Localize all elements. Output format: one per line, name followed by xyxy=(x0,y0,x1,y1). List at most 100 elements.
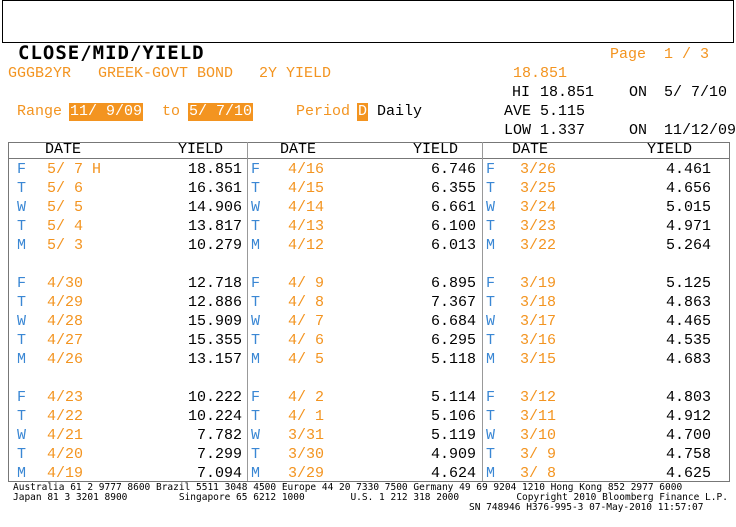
weekday: F xyxy=(486,161,496,178)
range-to: to xyxy=(162,103,181,120)
weekday: F xyxy=(251,275,261,292)
date: 3/19 xyxy=(520,275,557,292)
yield: 13.817 xyxy=(187,218,242,235)
date: 4/14 xyxy=(288,199,325,216)
low-on: ON xyxy=(629,122,648,139)
date: 3/30 xyxy=(288,446,325,463)
date: 4/13 xyxy=(288,218,325,235)
yield: 6.013 xyxy=(430,237,476,254)
weekday: F xyxy=(251,161,261,178)
page-indicator[interactable]: Page 1 / 3 xyxy=(610,46,710,63)
yield: 4.758 xyxy=(665,446,711,463)
last-value: 18.851 xyxy=(513,65,568,82)
weekday: T xyxy=(486,332,496,349)
weekday: F xyxy=(17,161,27,178)
column-divider xyxy=(247,142,248,481)
weekday: T xyxy=(251,294,261,311)
date: 4/30 xyxy=(47,275,84,292)
weekday: M xyxy=(251,465,261,482)
weekday: W xyxy=(486,427,496,444)
date: 4/19 xyxy=(47,465,84,482)
yield: 4.700 xyxy=(665,427,711,444)
ticker: GGGB2YR xyxy=(8,65,72,82)
period-label: Period xyxy=(296,103,351,120)
yield: 6.684 xyxy=(430,313,476,330)
yield: 6.100 xyxy=(430,218,476,235)
yield: 4.909 xyxy=(430,446,476,463)
date: 3/10 xyxy=(520,427,557,444)
range-end[interactable]: 5/ 7/10 xyxy=(188,103,254,121)
footer-line: Australia 61 2 9777 8600 Brazil 5511 304… xyxy=(13,482,683,493)
ave-label: AVE xyxy=(504,103,532,120)
weekday: F xyxy=(17,275,27,292)
range-label: Range xyxy=(17,103,63,120)
yield: 10.279 xyxy=(187,237,242,254)
date: 4/ 7 xyxy=(288,313,325,330)
yield: 4.461 xyxy=(665,161,711,178)
yield: 5.119 xyxy=(430,427,476,444)
weekday: W xyxy=(251,427,261,444)
date: 4/28 xyxy=(47,313,84,330)
yield: 4.465 xyxy=(665,313,711,330)
weekday: W xyxy=(17,199,27,216)
table-frame xyxy=(8,142,730,482)
weekday: F xyxy=(486,389,496,406)
yield: 4.971 xyxy=(665,218,711,235)
weekday: W xyxy=(486,313,496,330)
date: 4/21 xyxy=(47,427,84,444)
weekday: M xyxy=(486,465,496,482)
date: 4/23 xyxy=(47,389,84,406)
yield: 4.535 xyxy=(665,332,711,349)
date: 4/12 xyxy=(288,237,325,254)
weekday: M xyxy=(486,351,496,368)
yield: 16.361 xyxy=(187,180,242,197)
date: 3/17 xyxy=(520,313,557,330)
yield: 10.222 xyxy=(187,389,242,406)
weekday: W xyxy=(251,199,261,216)
date: 3/11 xyxy=(520,408,557,425)
weekday: M xyxy=(251,237,261,254)
yield: 6.295 xyxy=(430,332,476,349)
column-divider xyxy=(482,142,483,481)
yield: 7.782 xyxy=(196,427,242,444)
date: 3/12 xyxy=(520,389,557,406)
date: 5/ 3 xyxy=(47,237,84,254)
yield: 5.118 xyxy=(430,351,476,368)
range-start[interactable]: 11/ 9/09 xyxy=(69,103,144,121)
period-code[interactable]: D xyxy=(357,103,369,121)
low-value: 1.337 xyxy=(540,122,586,139)
weekday: T xyxy=(17,408,27,425)
yield: 13.157 xyxy=(187,351,242,368)
yield: 5.264 xyxy=(665,237,711,254)
screen-title: CLOSE/MID/YIELD xyxy=(18,42,205,64)
header-rule xyxy=(8,158,729,159)
yield: 4.625 xyxy=(665,465,711,482)
yield: 4.912 xyxy=(665,408,711,425)
weekday: T xyxy=(17,446,27,463)
weekday: T xyxy=(486,446,496,463)
weekday: M xyxy=(17,351,27,368)
date: 3/25 xyxy=(520,180,557,197)
date: 4/ 8 xyxy=(288,294,325,311)
yield-header: YIELD xyxy=(413,141,459,158)
date: 4/ 9 xyxy=(288,275,325,292)
weekday: F xyxy=(17,389,27,406)
date: 5/ 5 xyxy=(47,199,84,216)
date: 3/15 xyxy=(520,351,557,368)
weekday: M xyxy=(17,237,27,254)
yield: 12.718 xyxy=(187,275,242,292)
date: 3/23 xyxy=(520,218,557,235)
weekday: T xyxy=(17,294,27,311)
command-line[interactable] xyxy=(2,0,734,43)
date: 4/ 6 xyxy=(288,332,325,349)
weekday: T xyxy=(17,180,27,197)
weekday: W xyxy=(251,313,261,330)
yield: 14.906 xyxy=(187,199,242,216)
date-header: DATE xyxy=(45,141,82,158)
hi-label: HI xyxy=(512,84,531,101)
weekday: F xyxy=(251,389,261,406)
yield-header: YIELD xyxy=(178,141,224,158)
date: 3/24 xyxy=(520,199,557,216)
weekday: W xyxy=(486,199,496,216)
date: 4/22 xyxy=(47,408,84,425)
